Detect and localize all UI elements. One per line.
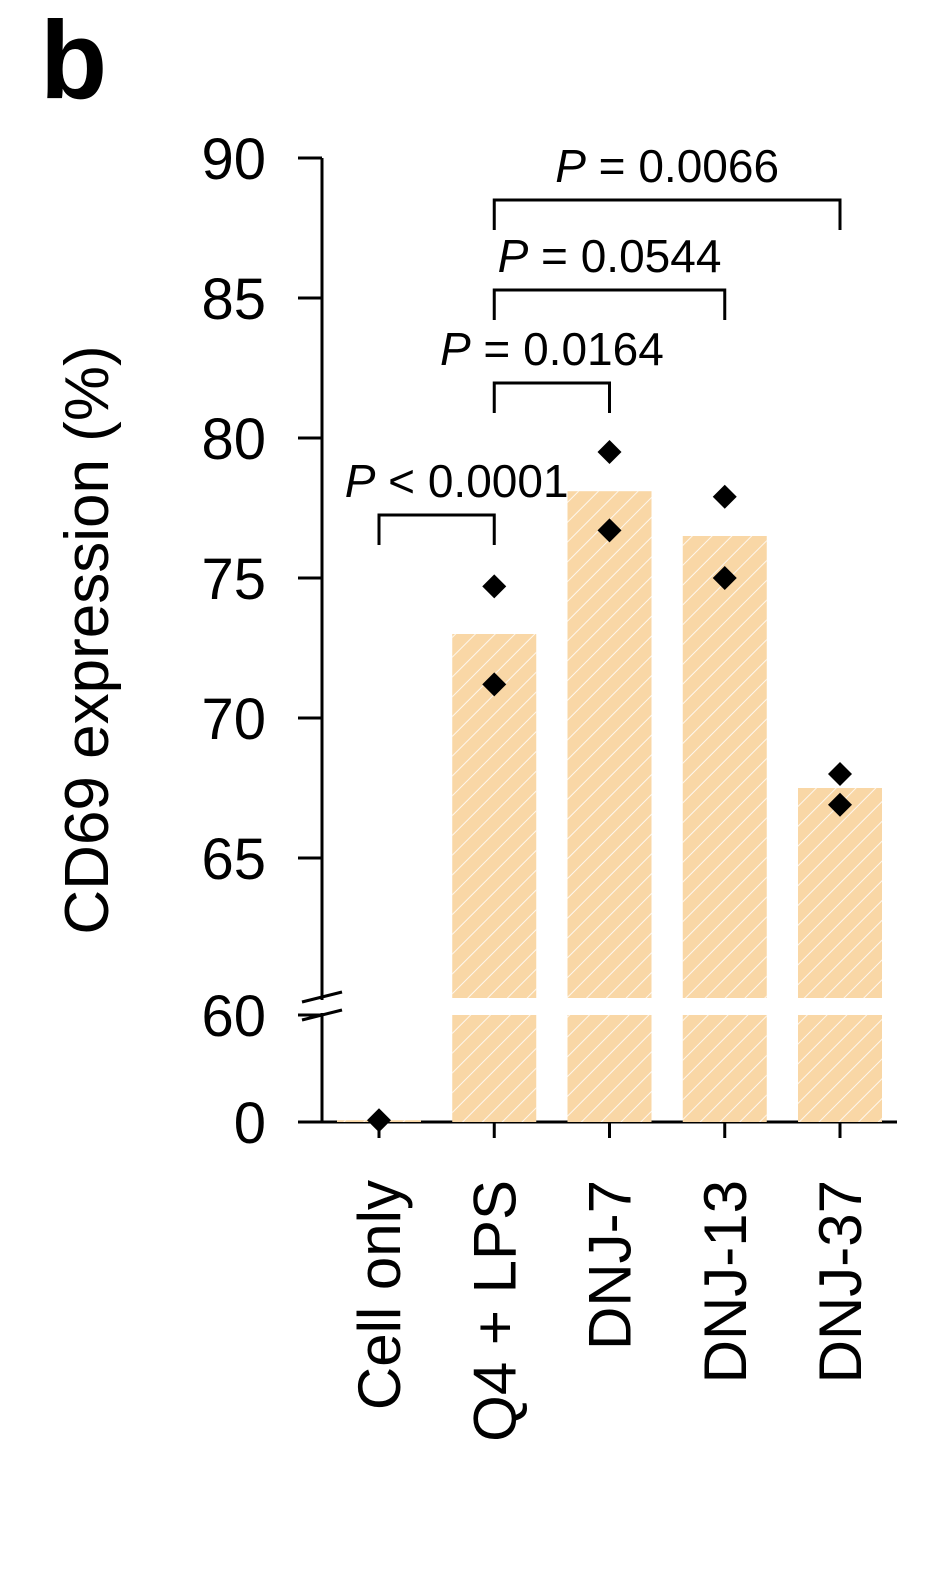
significance-bracket	[377, 513, 496, 545]
x-tick-label: DNJ-37	[807, 1180, 874, 1383]
bar-hatch	[798, 788, 882, 998]
bar-hatch	[567, 1015, 652, 1122]
data-point	[712, 484, 737, 509]
data-point	[828, 792, 852, 817]
x-tick-label: DNJ-7	[577, 1180, 644, 1350]
axis-break	[301, 990, 343, 1004]
significance-bracket	[492, 288, 727, 320]
data-point	[828, 762, 852, 786]
p-value-label: P = 0.0066	[555, 140, 779, 192]
y-tick-label: 80	[201, 407, 266, 472]
y-tick-label: 85	[201, 267, 266, 332]
x-tick-label: DNJ-13	[692, 1180, 759, 1383]
y-tick-label: 75	[201, 547, 266, 612]
p-value-label: P = 0.0544	[498, 230, 722, 282]
x-tick-label: Cell only	[346, 1180, 413, 1410]
data-point	[597, 440, 622, 464]
data-point	[712, 566, 737, 590]
bar-hatch	[798, 1015, 882, 1122]
x-tick-label: Q4 + LPS	[461, 1180, 528, 1442]
y-tick-label: 70	[201, 687, 266, 752]
y-axis-label: CD69 expression (%)	[53, 345, 122, 934]
bar-hatch	[682, 536, 767, 998]
bar-hatch	[682, 1015, 767, 1122]
p-value-label: P < 0.0001	[345, 455, 569, 507]
bar-hatch	[452, 1015, 537, 1122]
y-tick-label: 90	[201, 127, 266, 192]
significance-bracket	[492, 381, 611, 413]
data-point	[367, 1108, 391, 1133]
data-point	[597, 518, 622, 543]
y-tick-label: 60	[201, 984, 266, 1049]
panel-label: b	[40, 0, 107, 122]
significance-bracket	[492, 198, 842, 230]
data-point	[482, 574, 507, 599]
y-tick-label: 65	[201, 827, 266, 892]
data-point	[482, 672, 507, 697]
p-value-label: P = 0.0164	[440, 323, 664, 375]
y-tick-label: 0	[234, 1091, 266, 1156]
bar-hatch	[567, 491, 652, 998]
